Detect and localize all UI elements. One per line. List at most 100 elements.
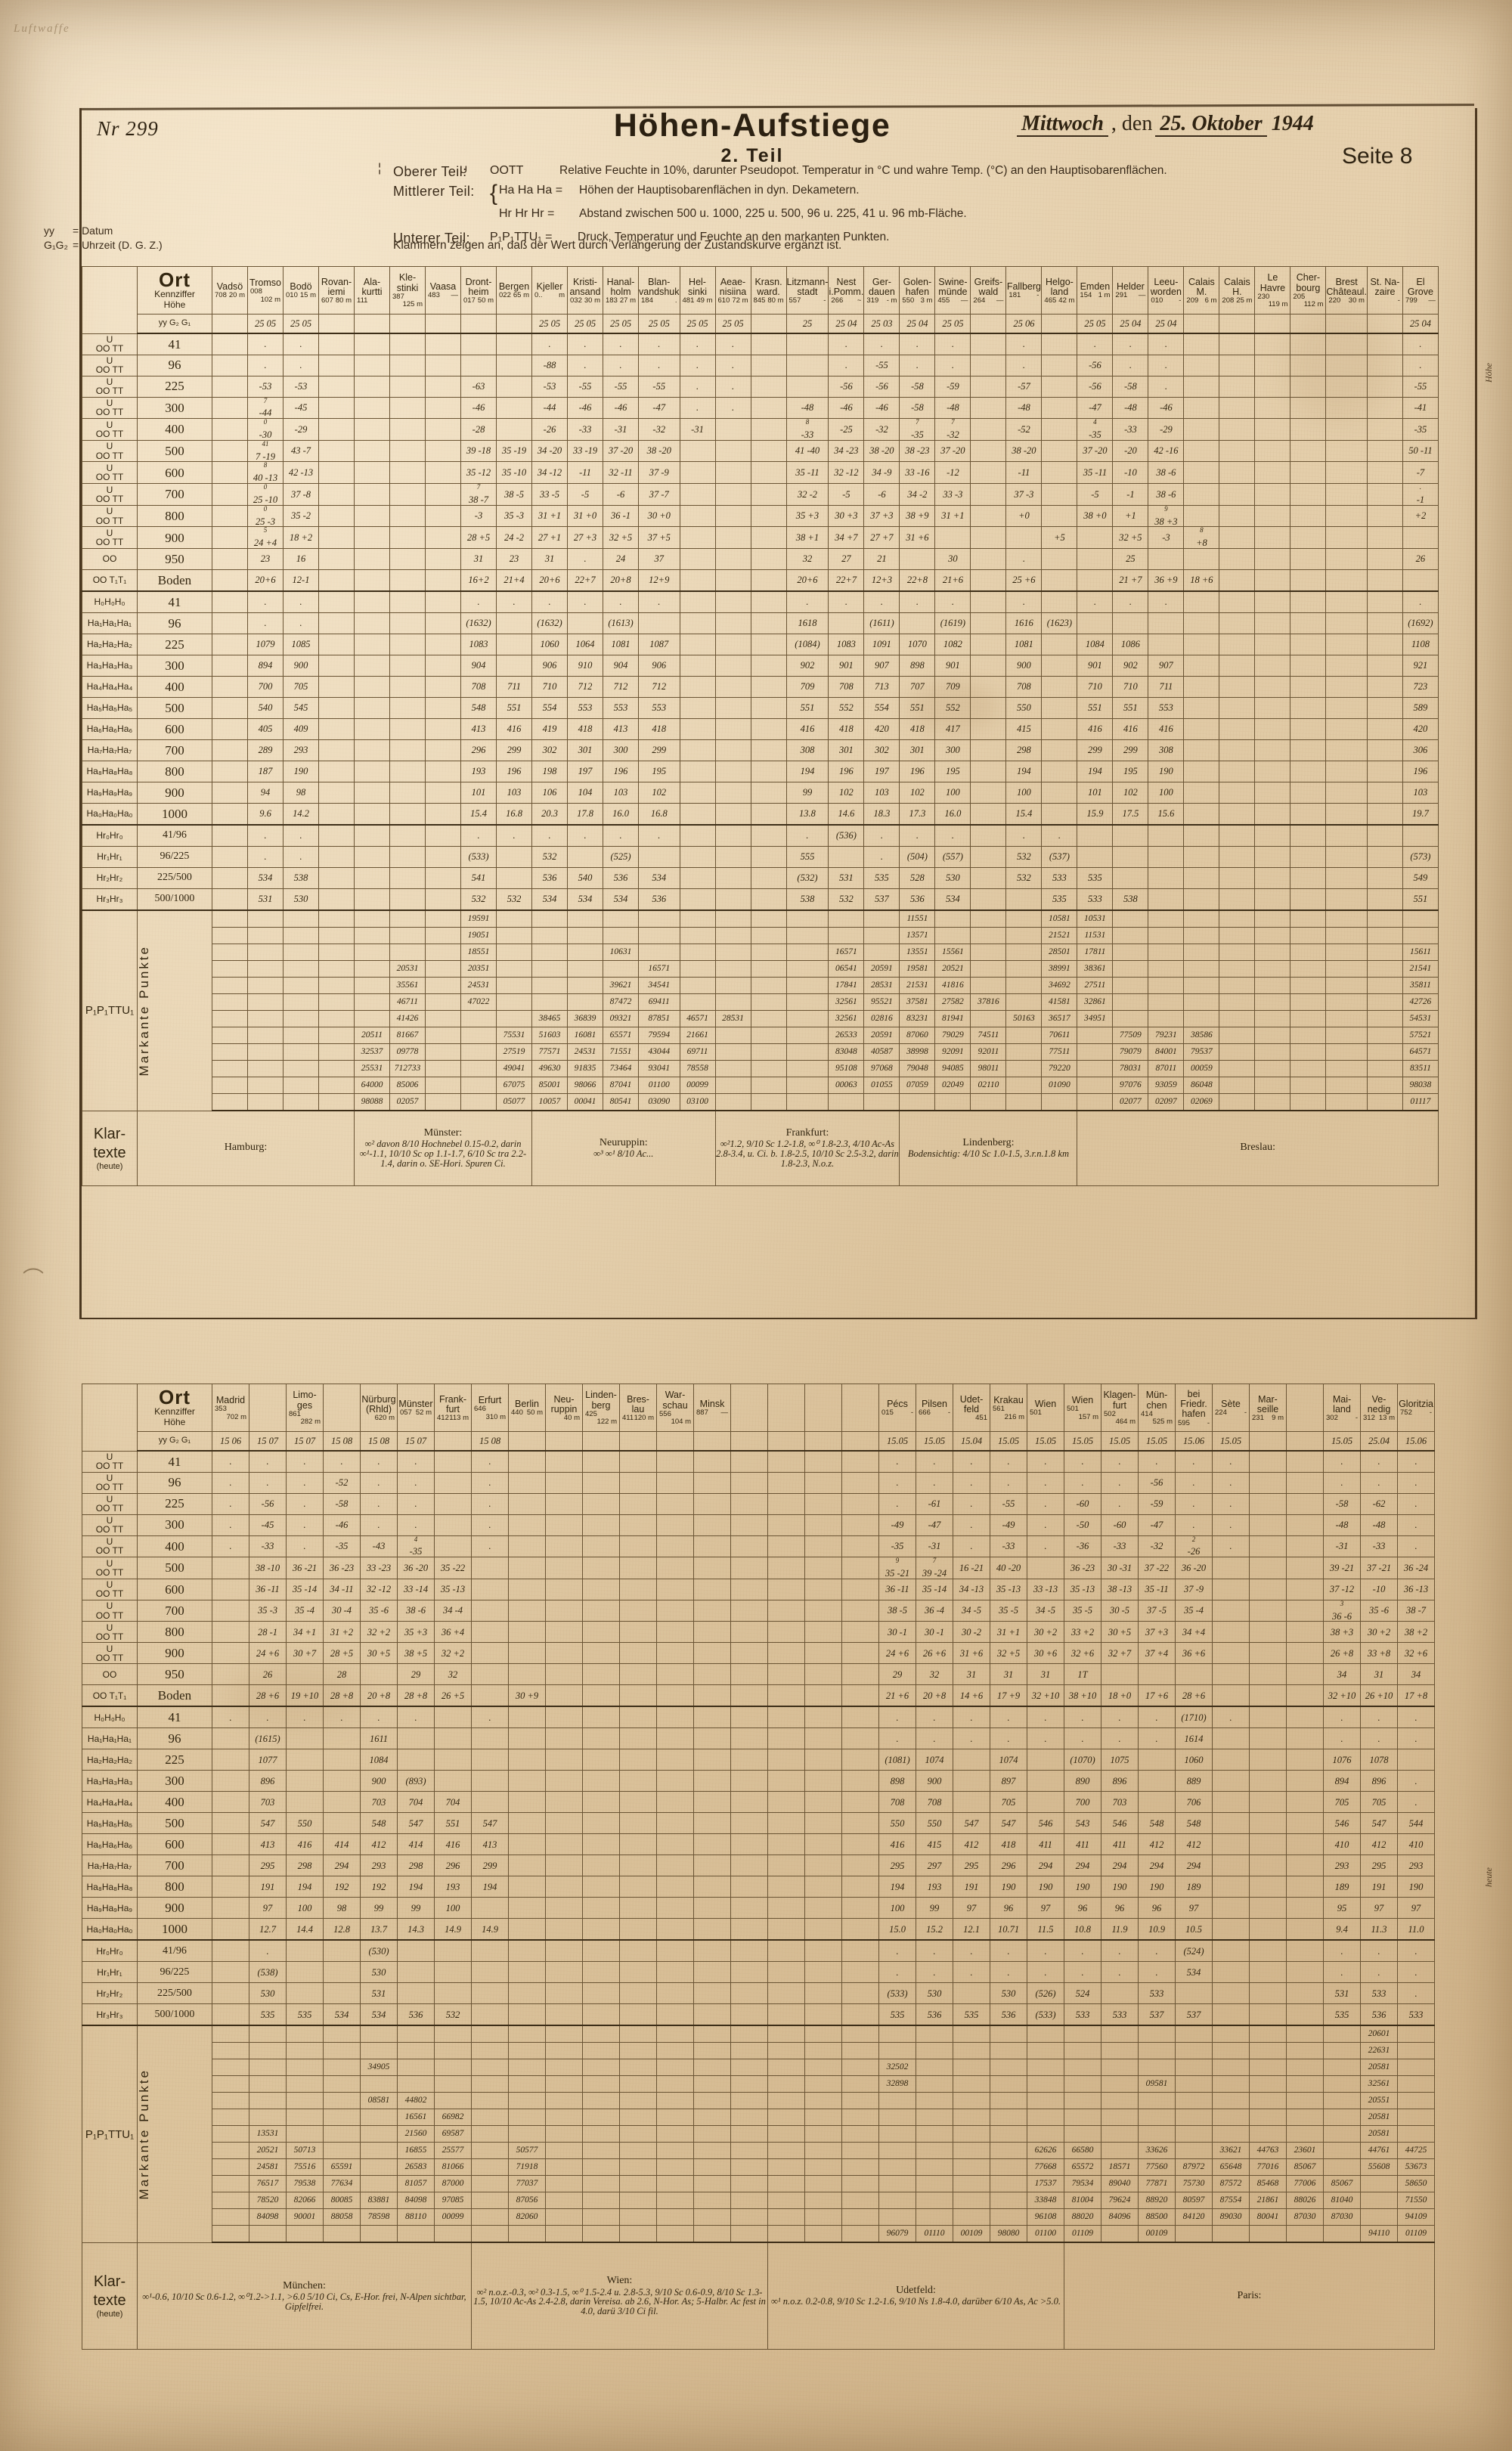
ygg-cell bbox=[1254, 314, 1291, 334]
data-cell bbox=[318, 909, 355, 928]
data-cell bbox=[1041, 676, 1078, 699]
data-cell bbox=[750, 418, 787, 441]
data-cell bbox=[1101, 2042, 1139, 2060]
data-cell bbox=[545, 2059, 583, 2077]
data-cell: . bbox=[1323, 1961, 1361, 1984]
data-cell bbox=[249, 2042, 287, 2060]
data-cell: . bbox=[1138, 1939, 1176, 1963]
data-cell: 538 bbox=[1112, 888, 1149, 912]
klartexte-label: Klar-texte (heute) bbox=[82, 1110, 138, 1186]
data-cell: -31 bbox=[679, 418, 716, 441]
data-cell bbox=[1254, 993, 1291, 1012]
data-cell bbox=[934, 927, 971, 945]
row-height: 225/500 bbox=[137, 867, 212, 890]
data-cell bbox=[656, 1833, 694, 1856]
data-cell bbox=[1325, 655, 1368, 677]
data-cell: 65572 bbox=[1064, 2158, 1101, 2177]
data-cell: 553 bbox=[567, 697, 603, 720]
data-cell bbox=[714, 1043, 751, 1061]
data-cell: 8 -33 bbox=[785, 418, 829, 441]
data-cell bbox=[730, 1578, 768, 1600]
data-cell: 98 bbox=[323, 1897, 361, 1920]
data-cell bbox=[545, 1833, 583, 1856]
data-cell: 69587 bbox=[434, 2125, 472, 2143]
data-cell: . bbox=[638, 333, 680, 355]
data-cell bbox=[970, 333, 1007, 355]
data-cell: 551 bbox=[434, 1812, 472, 1835]
data-cell bbox=[804, 2142, 842, 2160]
data-cell: 1091 bbox=[863, 634, 900, 656]
data-cell: . bbox=[1112, 333, 1149, 355]
data-cell: . bbox=[953, 1535, 990, 1558]
data-cell bbox=[730, 1514, 768, 1536]
data-cell bbox=[656, 1982, 694, 2005]
data-cell bbox=[656, 2192, 694, 2210]
data-cell: 77037 bbox=[508, 2175, 546, 2193]
data-cell: 01109 bbox=[1064, 2225, 1101, 2244]
data-cell: . bbox=[1005, 333, 1043, 355]
data-cell bbox=[1212, 1982, 1250, 2005]
data-cell bbox=[212, 461, 248, 485]
data-cell bbox=[693, 2158, 731, 2177]
data-cell bbox=[212, 977, 248, 995]
data-cell bbox=[582, 1770, 620, 1793]
data-cell: 296 bbox=[434, 1855, 472, 1877]
ha-row: Ha₅Ha₅Ha₅ 500 547 550 548 547 551 547 550 550 547 5… bbox=[82, 1812, 1435, 1835]
data-cell bbox=[354, 634, 390, 656]
data-cell bbox=[1101, 2125, 1139, 2143]
data-cell bbox=[767, 2042, 805, 2060]
data-cell: -58 bbox=[899, 396, 936, 420]
data-cell: . bbox=[1212, 1535, 1250, 1558]
data-cell: 36 +9 bbox=[1148, 569, 1185, 593]
ygg-cell bbox=[841, 1431, 879, 1452]
data-cell bbox=[1325, 718, 1368, 741]
data-cell bbox=[354, 418, 390, 441]
data-cell bbox=[1183, 824, 1220, 847]
ha-row: H₀H₀H₀ 41............... (1710).... bbox=[82, 1706, 1435, 1729]
data-cell: 38991 bbox=[1041, 960, 1078, 978]
data-cell: 77871 bbox=[1138, 2175, 1176, 2193]
data-cell: 32 +5 bbox=[1112, 526, 1149, 550]
data-cell: . bbox=[397, 1471, 435, 1494]
data-cell bbox=[656, 1578, 694, 1600]
data-cell: 21 bbox=[863, 548, 900, 571]
data-cell bbox=[1360, 2192, 1398, 2210]
data-cell bbox=[318, 761, 355, 783]
station-header: Calais M. 209 6 m bbox=[1183, 266, 1220, 315]
data-cell bbox=[247, 927, 284, 945]
data-cell: . bbox=[1077, 333, 1114, 355]
data-cell: -59 bbox=[934, 375, 971, 398]
data-cell bbox=[1041, 655, 1078, 677]
data-cell: 10631 bbox=[603, 944, 639, 962]
data-cell bbox=[953, 1982, 990, 2005]
data-cell: . bbox=[283, 824, 319, 847]
data-cell bbox=[714, 461, 751, 485]
data-cell bbox=[545, 2042, 583, 2060]
data-cell bbox=[434, 2092, 472, 2110]
data-cell bbox=[693, 2192, 731, 2210]
data-cell bbox=[1212, 1833, 1250, 1856]
data-cell: (1084) bbox=[785, 634, 829, 656]
data-cell bbox=[638, 927, 680, 945]
ygg-cell bbox=[1249, 1431, 1287, 1452]
data-cell bbox=[1286, 2059, 1324, 2077]
data-cell: . bbox=[1027, 1706, 1064, 1729]
data-cell: 41 -40 bbox=[785, 439, 829, 463]
data-cell bbox=[508, 1749, 546, 1771]
data-cell: 190 bbox=[1397, 1876, 1435, 1898]
oott-row: U OO TT 700 35 -3 35 -4 30 -4 35 -6 38 -6 34 -4 3… bbox=[82, 1599, 1435, 1622]
data-cell: 38 -5 bbox=[878, 1599, 916, 1622]
data-cell bbox=[1254, 634, 1291, 656]
data-cell: 17 +8 bbox=[1397, 1684, 1435, 1708]
data-cell bbox=[1005, 1093, 1043, 1112]
data-cell bbox=[508, 1450, 546, 1473]
data-cell bbox=[318, 1010, 355, 1028]
station-header: El Grove 799— bbox=[1402, 266, 1439, 315]
data-cell: 02049 bbox=[934, 1077, 971, 1095]
data-cell bbox=[1041, 634, 1078, 656]
station-header: Emden 154 1 m bbox=[1077, 266, 1114, 315]
data-cell bbox=[656, 2125, 694, 2143]
data-cell bbox=[679, 483, 716, 506]
data-cell: 26 bbox=[1402, 548, 1439, 571]
data-cell bbox=[1212, 2109, 1250, 2127]
